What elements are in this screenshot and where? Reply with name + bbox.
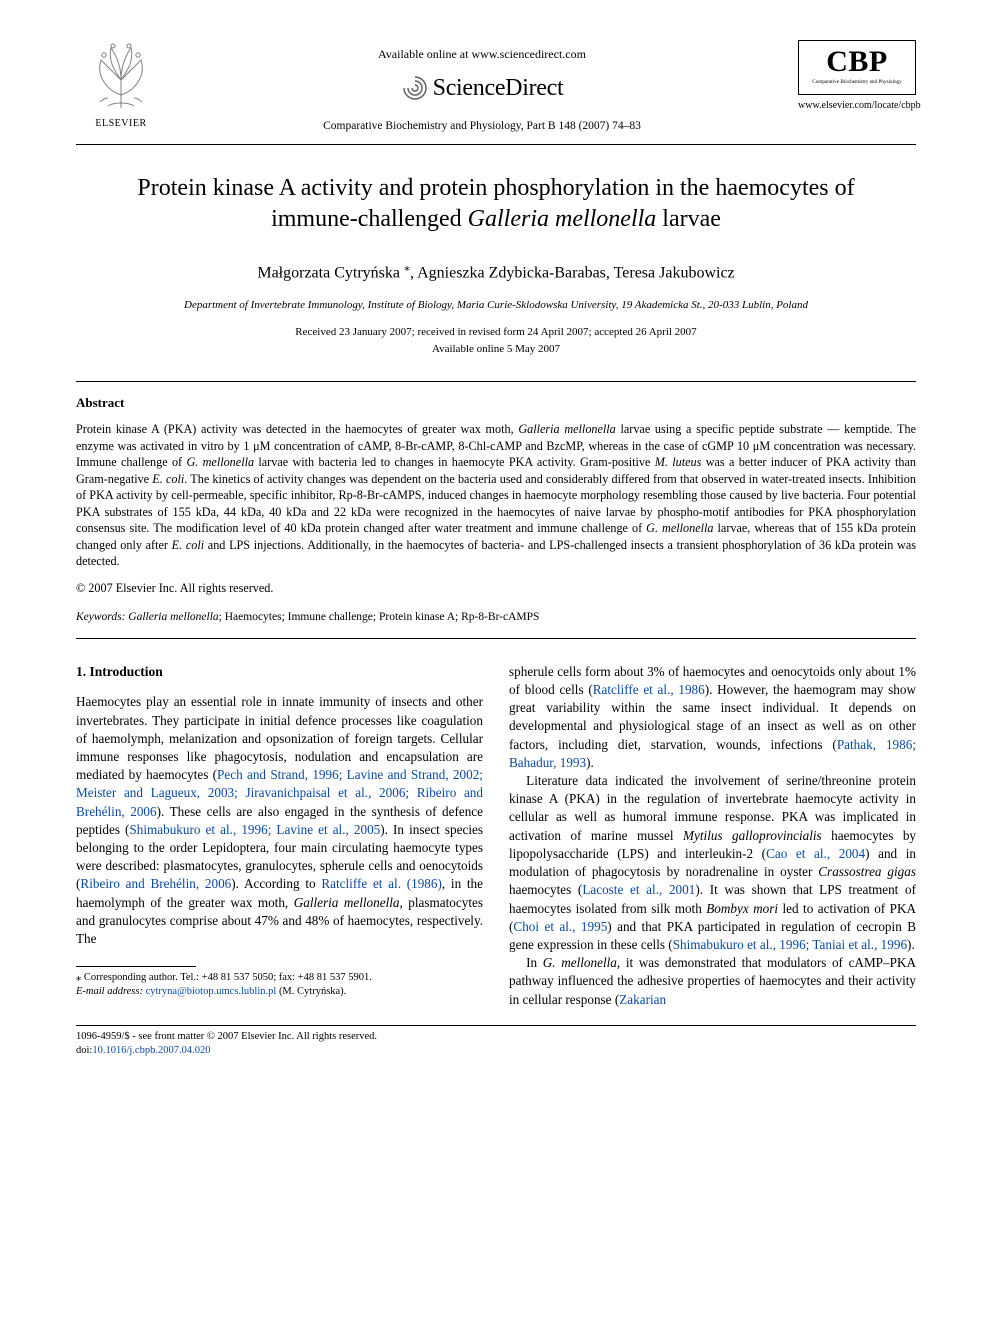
journal-citation: Comparative Biochemistry and Physiology,… [166, 119, 798, 135]
footnote-email[interactable]: cytryna@biotop.umcs.lublin.pl [146, 986, 277, 997]
corresponding-footnote: ⁎ Corresponding author. Tel.: +48 81 537… [76, 971, 483, 998]
keywords-values: Galleria mellonella; Haemocytes; Immune … [125, 611, 539, 623]
footnote-rule [76, 966, 196, 967]
authors-line: Małgorzata Cytryńska ⁎, Agnieszka Zdybic… [76, 259, 916, 284]
elsevier-label: ELSEVIER [76, 117, 166, 131]
title-line-2-post: larvae [656, 206, 721, 232]
abstract-body: Protein kinase A (PKA) activity was dete… [76, 421, 916, 569]
doi-link[interactable]: 10.1016/j.cbpb.2007.04.020 [92, 1045, 210, 1056]
elsevier-logo-block: ELSEVIER [76, 40, 166, 130]
footnote-email-post: (M. Cytryńska). [276, 986, 346, 997]
keywords-label: Keywords: [76, 611, 125, 623]
elsevier-tree-icon [86, 40, 156, 110]
journal-url: www.elsevier.com/locate/cbpb [798, 99, 916, 113]
header-rule [76, 144, 916, 145]
footnote-line1: Corresponding author. Tel.: +48 81 537 5… [81, 972, 372, 983]
abstract-rule-bottom [76, 638, 916, 639]
body-columns: 1. Introduction Haemocytes play an essen… [76, 663, 916, 1009]
journal-header: ELSEVIER Available online at www.science… [76, 40, 916, 134]
doi-label: doi: [76, 1045, 92, 1056]
bottom-meta: 1096-4959/$ - see front matter © 2007 El… [76, 1030, 916, 1058]
abstract-heading: Abstract [76, 394, 916, 412]
available-online-line: Available online at www.sciencedirect.co… [166, 46, 798, 62]
authors-rest: , Agnieszka Zdybicka-Barabas, Teresa Jak… [410, 265, 735, 282]
front-matter-line: 1096-4959/$ - see front matter © 2007 El… [76, 1031, 377, 1042]
left-column-text: Haemocytes play an essential role in inn… [76, 693, 483, 948]
received-dates: Received 23 January 2007; received in re… [76, 325, 916, 340]
online-date: Available online 5 May 2007 [76, 342, 916, 357]
right-column-text: spherule cells form about 3% of haemocyt… [509, 663, 916, 1009]
cbp-abbrev: CBP [803, 47, 911, 77]
sciencedirect-swirl-icon [401, 74, 429, 102]
affiliation: Department of Invertebrate Immunology, I… [76, 298, 916, 313]
section-heading-introduction: 1. Introduction [76, 663, 483, 682]
cbp-fullname: Comparative Biochemistry and Physiology [803, 80, 911, 86]
bottom-rule [76, 1025, 916, 1026]
abstract-copyright: © 2007 Elsevier Inc. All rights reserved… [76, 580, 916, 596]
sciencedirect-wordmark: ScienceDirect [433, 72, 564, 104]
journal-badge: CBP Comparative Biochemistry and Physiol… [798, 40, 916, 112]
article-title: Protein kinase A activity and protein ph… [76, 173, 916, 235]
keywords-line: Keywords: Galleria mellonella; Haemocyte… [76, 610, 916, 626]
author-1: Małgorzata Cytryńska [257, 265, 404, 282]
title-species: Galleria mellonella [468, 206, 657, 232]
left-column: 1. Introduction Haemocytes play an essen… [76, 663, 483, 1009]
right-column: spherule cells form about 3% of haemocyt… [509, 663, 916, 1009]
title-line-2-pre: immune-challenged [271, 206, 468, 232]
sciencedirect-logo: ScienceDirect [166, 72, 798, 104]
abstract-rule-top [76, 381, 916, 382]
title-line-1: Protein kinase A activity and protein ph… [137, 175, 854, 201]
footnote-email-label: E-mail address: [76, 986, 143, 997]
header-center: Available online at www.sciencedirect.co… [166, 40, 798, 134]
